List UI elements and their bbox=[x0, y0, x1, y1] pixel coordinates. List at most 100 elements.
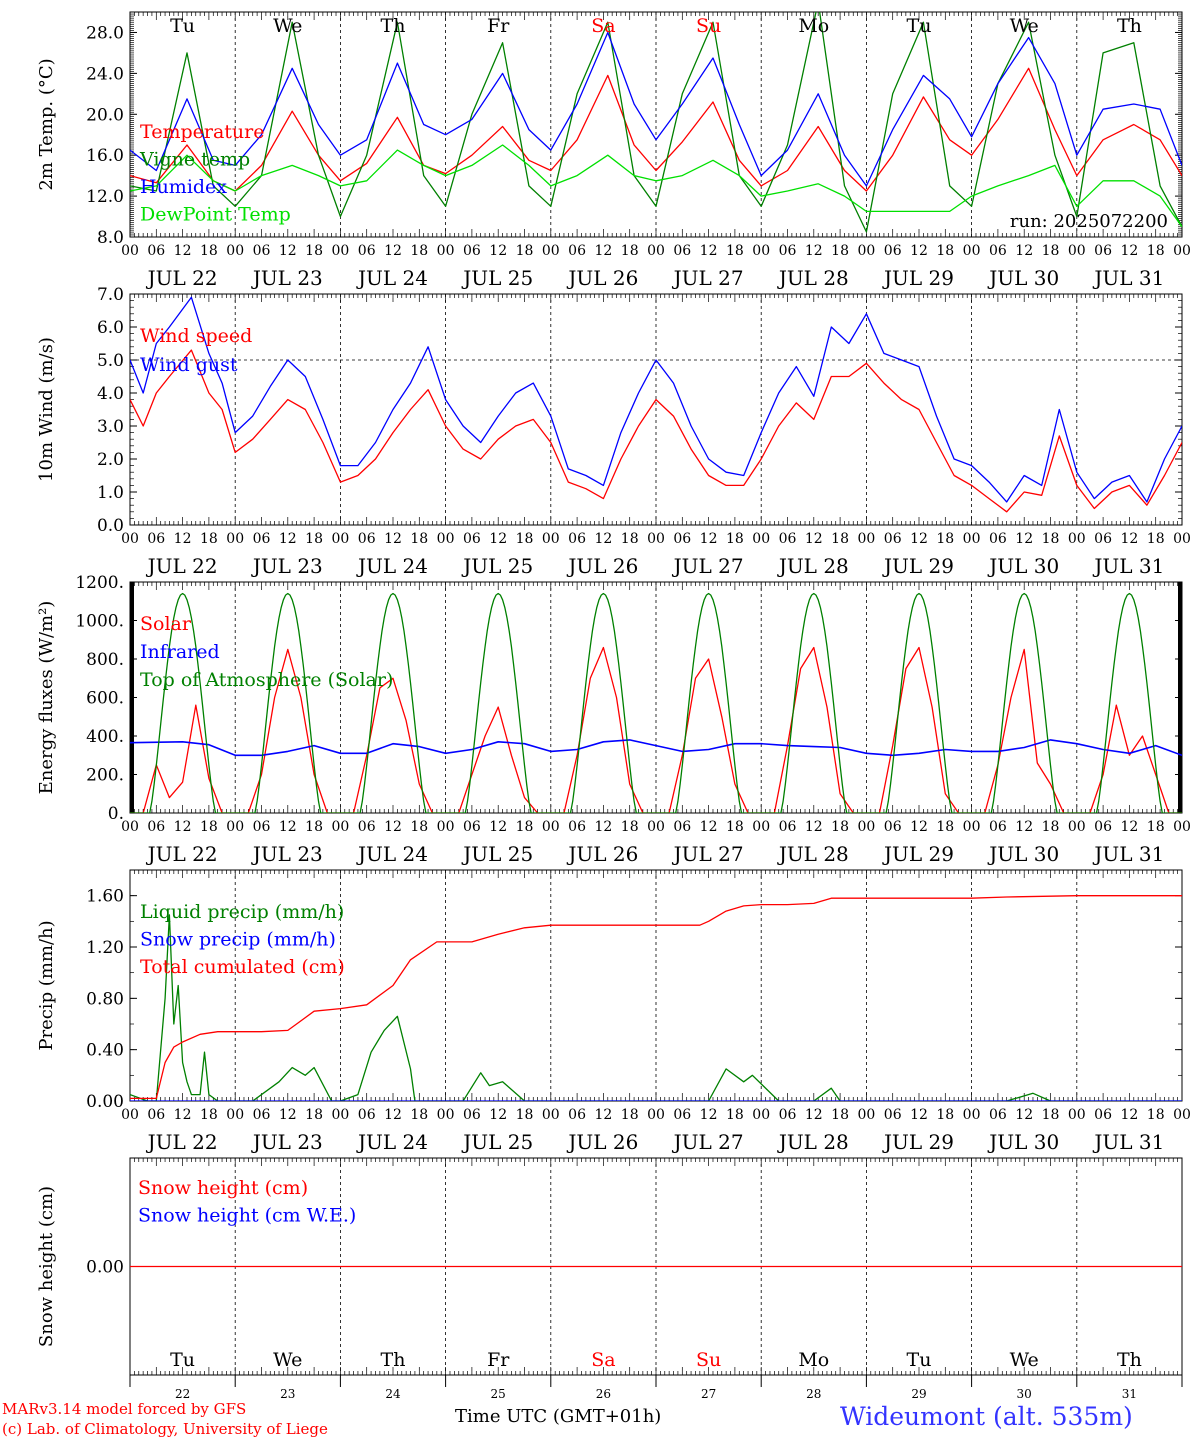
day-label: JUL 22 bbox=[146, 266, 218, 290]
day-label: JUL 31 bbox=[1092, 554, 1164, 578]
day-label: JUL 30 bbox=[987, 266, 1059, 290]
legend-entry: Temperature bbox=[140, 121, 264, 143]
hour-label: 12 bbox=[594, 531, 612, 547]
hour-label: 06 bbox=[147, 531, 165, 547]
y-axis-title: 10m Wind (m/s) bbox=[36, 337, 57, 482]
hour-label: 06 bbox=[358, 531, 376, 547]
hour-label: 18 bbox=[936, 531, 954, 547]
weekday-label: Mo bbox=[798, 15, 829, 37]
hour-label: 06 bbox=[673, 243, 691, 259]
hour-label: 06 bbox=[779, 531, 797, 547]
hour-label: 12 bbox=[384, 531, 402, 547]
y-tick-label: 4.0 bbox=[97, 384, 124, 404]
y-tick-label: 800. bbox=[86, 650, 124, 670]
day-label: JUL 27 bbox=[672, 266, 744, 290]
weekday-label: Tu bbox=[170, 15, 195, 37]
day-label: JUL 30 bbox=[987, 554, 1059, 578]
legend-entry: DewPoint Temp bbox=[140, 204, 291, 226]
hour-label: 00 bbox=[647, 243, 665, 259]
hour-label: 18 bbox=[305, 243, 323, 259]
hour-label: 06 bbox=[884, 531, 902, 547]
day-label: JUL 26 bbox=[566, 554, 638, 578]
hour-label: 12 bbox=[594, 243, 612, 259]
hour-label: 12 bbox=[1015, 243, 1033, 259]
hour-label: 00 bbox=[331, 243, 349, 259]
day-label: JUL 24 bbox=[356, 554, 428, 578]
y-tick-label: 200. bbox=[86, 766, 124, 786]
hour-label: 00 bbox=[331, 531, 349, 547]
hour-label: 18 bbox=[726, 243, 744, 259]
weekday-label: We bbox=[1010, 15, 1039, 37]
hour-label: 00 bbox=[963, 243, 981, 259]
y-tick-label: 20.0 bbox=[86, 105, 124, 125]
hour-label: 00 bbox=[437, 531, 455, 547]
hour-label: 00 bbox=[121, 531, 139, 547]
hour-label: 06 bbox=[1094, 243, 1112, 259]
hour-label: 12 bbox=[1120, 531, 1138, 547]
day-label: JUL 31 bbox=[1092, 266, 1164, 290]
series-line bbox=[130, 67, 1182, 192]
hour-label: 06 bbox=[147, 243, 165, 259]
hour-label: 00 bbox=[752, 243, 770, 259]
hour-label: 00 bbox=[1173, 243, 1191, 259]
y-tick-label: 400. bbox=[86, 727, 124, 747]
hour-label: 12 bbox=[910, 243, 928, 259]
day-label: JUL 29 bbox=[882, 554, 954, 578]
weekday-label: We bbox=[273, 15, 302, 37]
hour-label: 18 bbox=[831, 243, 849, 259]
panel-1: 8.0 12.0 16.0 20.0 24.0 28.0 2m Temp. (°C) Temp… bbox=[36, 11, 1191, 290]
day-label: JUL 29 bbox=[882, 266, 954, 290]
y-tick-label: 1000. bbox=[75, 612, 124, 632]
hour-label: 00 bbox=[226, 243, 244, 259]
hour-label: 12 bbox=[489, 531, 507, 547]
y-tick-label: 5.0 bbox=[97, 351, 124, 371]
hour-label: 00 bbox=[857, 243, 875, 259]
hour-label: 12 bbox=[174, 531, 192, 547]
series-group bbox=[130, 12, 1182, 233]
hour-label: 00 bbox=[857, 531, 875, 547]
hour-label: 18 bbox=[410, 531, 428, 547]
hour-label: 06 bbox=[884, 243, 902, 259]
day-label: JUL 23 bbox=[251, 554, 323, 578]
weekday-label: Sa bbox=[591, 15, 615, 37]
day-label: JUL 28 bbox=[777, 266, 849, 290]
hour-label: 00 bbox=[647, 531, 665, 547]
day-label: JUL 22 bbox=[146, 554, 218, 578]
hour-label: 00 bbox=[752, 531, 770, 547]
hour-label: 00 bbox=[963, 531, 981, 547]
hour-label: 00 bbox=[542, 243, 560, 259]
run-label: run: 2025072200 bbox=[1010, 211, 1168, 232]
hour-label: 00 bbox=[121, 243, 139, 259]
hour-label: 18 bbox=[936, 243, 954, 259]
series-line bbox=[130, 144, 1182, 228]
legend-entry: Vigne temp bbox=[139, 149, 250, 171]
y-tick-label: 16.0 bbox=[86, 146, 124, 166]
panel-2: 0.0 1.0 2.0 3.0 4.0 5.0 6.0 7.0 10m Wind (m/s) Wi… bbox=[36, 285, 1191, 578]
y-tick-label: 12.0 bbox=[86, 187, 124, 207]
hour-label: 12 bbox=[1120, 243, 1138, 259]
series-group bbox=[130, 296, 1182, 513]
hour-label: 06 bbox=[358, 243, 376, 259]
hour-label: 18 bbox=[200, 531, 218, 547]
weekday-label: Tu bbox=[907, 15, 932, 37]
hour-label: 18 bbox=[831, 531, 849, 547]
hour-label: 18 bbox=[516, 243, 534, 259]
series-line bbox=[130, 31, 1182, 187]
y-tick-label: 2.0 bbox=[97, 450, 124, 470]
hour-label: 18 bbox=[1042, 531, 1060, 547]
series-line bbox=[130, 349, 1182, 513]
day-label: JUL 25 bbox=[461, 266, 533, 290]
y-tick-label: 1.0 bbox=[97, 483, 124, 503]
hour-label: 18 bbox=[621, 531, 639, 547]
hour-label: 06 bbox=[253, 243, 271, 259]
day-label: JUL 24 bbox=[356, 266, 428, 290]
day-label: JUL 25 bbox=[461, 554, 533, 578]
hour-label: 18 bbox=[410, 243, 428, 259]
hour-label: 06 bbox=[673, 531, 691, 547]
y-tick-label: 600. bbox=[86, 689, 124, 709]
panel-3: 0.200.400.600.800.1000.1200.Energy fluxe… bbox=[36, 573, 1191, 866]
legend-entry: Humidex bbox=[140, 176, 227, 198]
weekday-label: Fr bbox=[487, 15, 510, 37]
hour-label: 18 bbox=[726, 531, 744, 547]
hour-label: 12 bbox=[279, 531, 297, 547]
